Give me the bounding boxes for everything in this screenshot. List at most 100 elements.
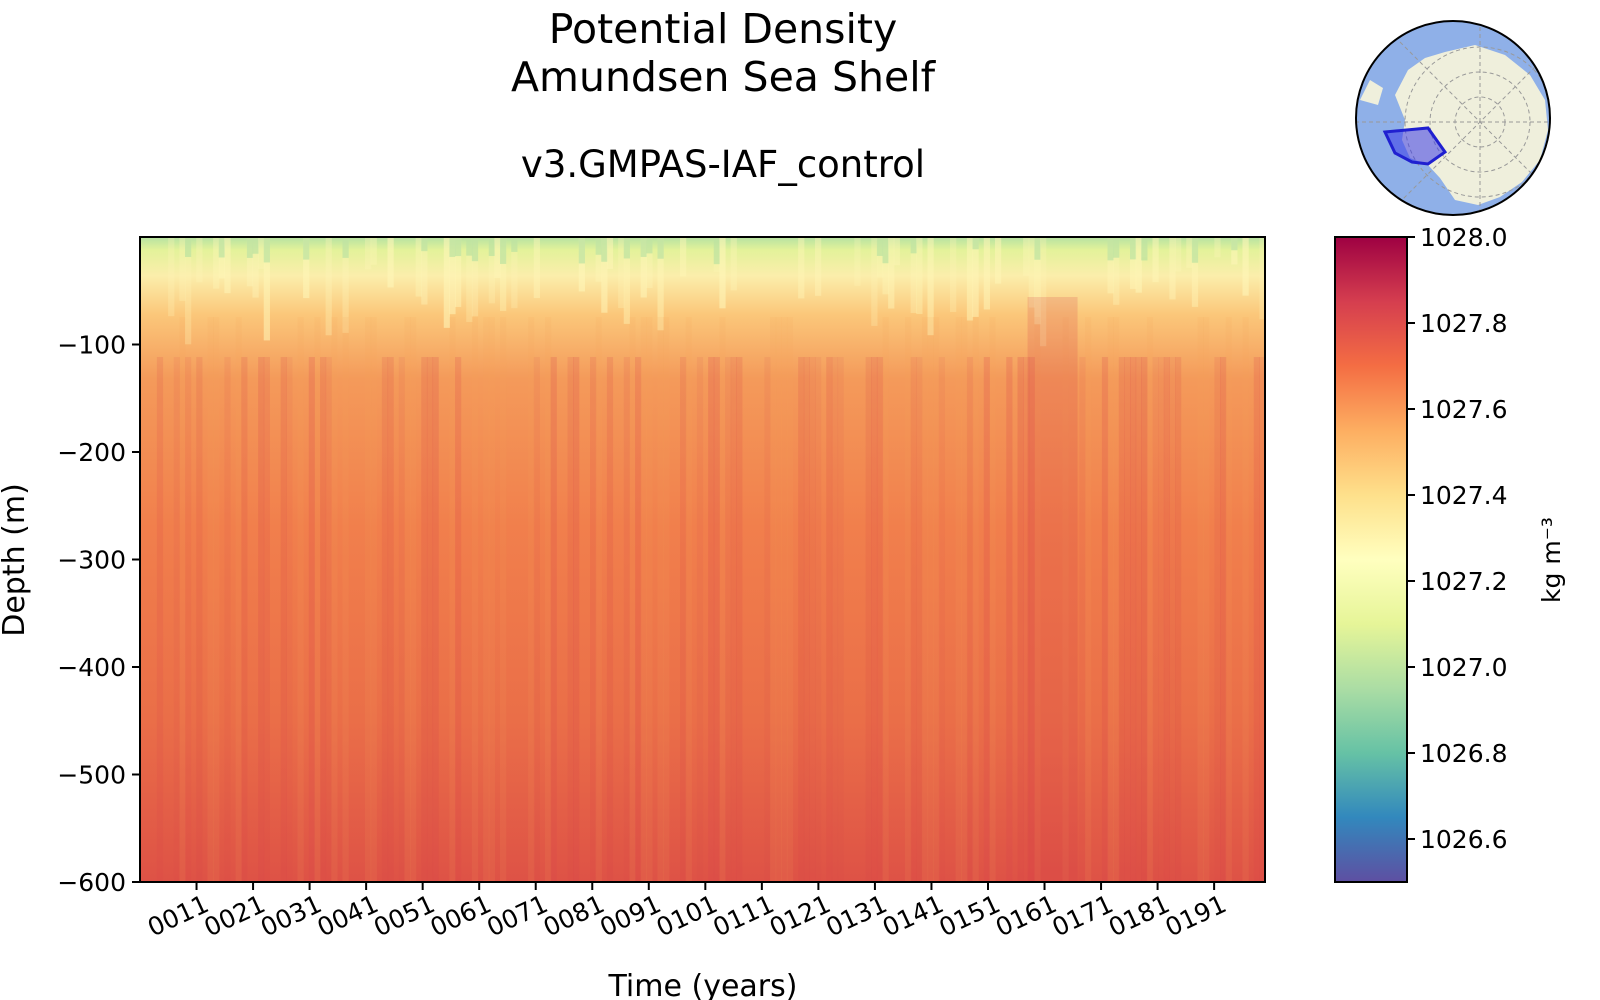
heatmap-cell [218, 237, 225, 258]
heatmap-cell [449, 237, 456, 315]
heatmap-cell [876, 237, 884, 256]
colorbar-tick-label: 1027.4 [1420, 481, 1507, 510]
heatmap-cell [623, 237, 630, 324]
colorbar-tick-label: 1028.0 [1420, 223, 1507, 252]
heatmap-cell [972, 317, 979, 882]
heatmap-cell [263, 237, 270, 341]
heatmap-plot [139, 236, 1266, 883]
heatmap-cell [421, 237, 428, 252]
heatmap-cell [1191, 237, 1199, 263]
heatmap-cell [606, 357, 614, 882]
heatmap-cell [1231, 237, 1238, 251]
heatmap-cell [1191, 237, 1199, 307]
heatmap-cell [938, 357, 945, 882]
y-tick-label: −200 [57, 438, 126, 467]
heatmap-cell [1253, 357, 1260, 882]
heatmap-cell [578, 237, 585, 292]
heatmap-cell [1101, 357, 1109, 882]
heatmap-cell [815, 357, 822, 882]
heatmap-cell [871, 237, 878, 326]
heatmap-cell [185, 237, 192, 345]
heatmap-cell [871, 357, 878, 882]
heatmap-cell [263, 357, 270, 882]
y-axis-label: Depth (m) [0, 483, 32, 637]
heatmap-cell [185, 357, 192, 882]
y-tick-label: −600 [57, 868, 126, 897]
heatmap-cell [680, 357, 687, 882]
heatmap-cell [415, 237, 422, 297]
heatmap-cell [258, 357, 265, 882]
inset-graticule [1356, 21, 1550, 215]
colorbar-ticks: 1026.6 1026.8 1027.0 1027.2 1027.4 1027.6 1027… [1407, 223, 1507, 854]
heatmap-cell [1169, 357, 1176, 882]
heatmap-cell [927, 237, 934, 336]
heatmap-cell [280, 357, 287, 882]
heatmap-cell [1107, 317, 1114, 882]
heatmap-cell [1124, 357, 1131, 882]
heatmap-cell [775, 317, 782, 882]
colorbar-tick-label: 1027.6 [1420, 395, 1507, 424]
heatmap-cell [882, 237, 889, 264]
heatmap-cell [421, 237, 428, 305]
heatmap-cell [466, 237, 473, 322]
heatmap-cell [573, 357, 580, 882]
heatmap-cell [640, 237, 647, 298]
heatmap-cell [916, 357, 923, 882]
inset-land-fragment [1360, 80, 1383, 105]
chart-title-line2: Amundsen Sea Shelf [510, 53, 936, 101]
heatmap-cell [471, 237, 479, 317]
heatmap-cell [1146, 317, 1154, 882]
heatmap-cell [528, 317, 535, 882]
inset-map [1355, 20, 1551, 216]
heatmap-cell [455, 237, 462, 307]
heatmap-cell [494, 237, 501, 278]
heatmap-cell [443, 237, 450, 328]
heatmap-cell [640, 237, 647, 257]
heatmap-cell [972, 237, 979, 250]
heatmap-cell [1023, 357, 1030, 882]
heatmap-cell [325, 357, 332, 882]
heatmap-cell [623, 237, 630, 259]
heatmap-cell [657, 237, 664, 259]
inset-region-highlight [1382, 126, 1448, 166]
heatmap-cell [781, 317, 788, 882]
heatmap-cell [308, 357, 315, 882]
heatmap-cell [488, 317, 495, 882]
heatmap-cell [955, 317, 962, 882]
heatmap-cell [876, 357, 884, 882]
heatmap-cell [196, 237, 203, 283]
heatmap-cell [708, 357, 715, 882]
inset-border [1355, 20, 1551, 216]
heatmap-cell [500, 317, 507, 882]
heatmap-cell [725, 357, 732, 882]
heatmap-cell [730, 357, 737, 882]
heatmap-cell [1225, 317, 1232, 882]
heatmap-cell [606, 237, 614, 269]
heatmap-cell [567, 357, 574, 882]
colorbar-label: kg m⁻³ [1537, 517, 1566, 603]
heatmap-cell [696, 357, 704, 882]
heatmap-cell [1158, 357, 1165, 882]
heatmap-cell [646, 237, 653, 289]
heatmap-cell [786, 317, 794, 882]
heatmap-cell [500, 237, 507, 264]
heatmap-cell [685, 317, 692, 882]
heatmap-cell [730, 237, 737, 291]
heatmap-cell [325, 237, 332, 336]
heatmap-cell [1107, 237, 1114, 261]
heatmap-cell [1107, 237, 1114, 294]
heatmap-cell [910, 357, 917, 882]
y-tick-label: −500 [57, 761, 126, 790]
x-tick-label: 0191 [1161, 889, 1231, 942]
heatmap-cell [837, 357, 844, 882]
heatmap-cell [179, 237, 186, 301]
heatmap-cell [387, 237, 394, 288]
heatmap-cell [635, 357, 642, 882]
heatmap-cell [1231, 237, 1238, 265]
heatmap-cell [1175, 357, 1182, 882]
heatmap-cell [888, 237, 895, 309]
heatmap-cell [185, 237, 192, 257]
heatmap-cell [713, 357, 720, 882]
heatmap-cell [831, 357, 839, 882]
